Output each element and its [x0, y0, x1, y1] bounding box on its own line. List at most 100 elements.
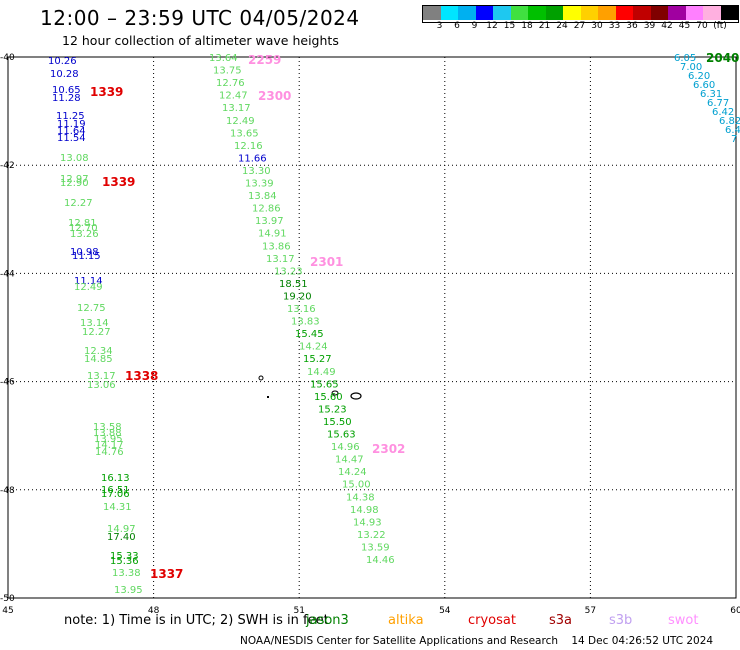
- legend-item-altika: altika: [388, 613, 424, 628]
- wave-height-label: 13.16: [287, 304, 316, 315]
- wave-height-label: 10.28: [50, 69, 79, 80]
- credit-org: NOAA/NESDIS Center for Satellite Applica…: [240, 635, 558, 647]
- scale-swatch: [633, 6, 651, 20]
- wave-height-label: 15.27: [303, 354, 332, 365]
- legend-item-cryosat: cryosat: [468, 613, 516, 628]
- wave-height-label: 6.31: [700, 89, 722, 100]
- wave-height-label: 11.28: [52, 93, 81, 104]
- scale-swatch: [615, 6, 633, 20]
- scale-swatch: [650, 6, 668, 20]
- wave-height-label: 12.81: [68, 218, 97, 229]
- scale-tick-label: 18: [521, 21, 533, 31]
- wave-height-label: 12.49: [74, 282, 103, 293]
- scale-tick-label: 12: [486, 21, 498, 31]
- scale-tick-label: 27: [573, 21, 586, 31]
- lon-tick-label: 51: [293, 606, 304, 616]
- lon-tick-label: 54: [439, 606, 451, 616]
- wave-height-label: 13.97: [255, 216, 284, 227]
- scale-unit: (ft): [713, 21, 727, 31]
- lat-tick-label: -44: [0, 269, 15, 279]
- wave-height-label: 6.77: [707, 98, 729, 109]
- wave-height-label: 10.26: [48, 56, 77, 67]
- pass-time-label: 1338: [125, 369, 158, 383]
- wave-height-label: 13.83: [291, 317, 320, 328]
- wave-height-label: 10.98: [70, 247, 99, 258]
- lat-tick-label: -50: [0, 594, 15, 604]
- legend-item-jason3: jason3: [306, 613, 349, 628]
- scale-swatch: [510, 6, 528, 20]
- wave-height-label: 13.22: [357, 530, 386, 541]
- page-subtitle: 12 hour collection of altimeter wave hei…: [62, 33, 339, 48]
- pass-time-label: 2302: [372, 442, 405, 456]
- lon-tick-label: 48: [148, 606, 160, 616]
- wave-height-label: 13.38: [112, 568, 141, 579]
- scale-tick-label: 3: [436, 21, 443, 31]
- wave-height-label: 14.91: [258, 229, 287, 240]
- wave-height-label: 6.60: [693, 80, 715, 91]
- wave-height-label: 14.76: [95, 447, 124, 458]
- wave-height-label: 14.31: [103, 502, 132, 513]
- pass-time-label: 2300: [258, 89, 291, 103]
- wave-height-label: 16.51: [101, 485, 130, 496]
- wave-height-label: 12.76: [216, 78, 245, 89]
- pass-time-label: 2259: [248, 53, 281, 67]
- wave-height-label: 14.47: [335, 455, 364, 466]
- wave-height-label: 15.65: [310, 379, 339, 390]
- wave-height-label: 13.23: [274, 266, 303, 277]
- wave-height-label: 14.17: [95, 440, 124, 451]
- wave-height-label: 14.38: [346, 492, 375, 503]
- wave-height-label: 15.33: [110, 551, 139, 562]
- wave-height-label: 15.00: [342, 480, 371, 491]
- wave-height-label: 13.30: [242, 166, 271, 177]
- wave-height-label: 13.17: [266, 254, 295, 265]
- credit-line: NOAA/NESDIS Center for Satellite Applica…: [240, 635, 713, 647]
- wave-height-label: 11.25: [56, 111, 85, 122]
- island-contour: [350, 392, 362, 400]
- scale-tick-label: 39: [643, 21, 656, 31]
- scale-tick-label: 21: [538, 21, 551, 31]
- scale-tick-label: 45: [678, 21, 691, 31]
- wave-height-label: 12.75: [77, 303, 106, 314]
- wave-height-label: 14.24: [338, 467, 367, 478]
- scale-swatch: [720, 6, 738, 20]
- wave-height-label: 18.51: [279, 279, 308, 290]
- scale-tick-label: 70: [696, 21, 708, 31]
- wave-height-label: 13.84: [248, 191, 277, 202]
- wave-height-label: 12.70: [69, 223, 98, 234]
- wave-height-label: 14.98: [350, 505, 379, 516]
- wave-height-label: 13.95: [94, 434, 123, 445]
- wave-height-label: 14.49: [307, 367, 336, 378]
- wave-height-label: 10.65: [52, 85, 81, 96]
- scale-tick-label: 42: [661, 21, 673, 31]
- wave-height-label: 17.06: [101, 489, 130, 500]
- wave-height-label: 13.14: [80, 318, 109, 329]
- pass-time-label: 1339: [102, 175, 135, 189]
- wave-height-label: 11.14: [74, 276, 103, 287]
- wave-height-label: 11.54: [57, 133, 86, 144]
- wave-height-label: 6.05: [674, 53, 696, 64]
- wave-height-label: 12.49: [226, 116, 255, 127]
- wave-height-label: 13.08: [60, 153, 89, 164]
- lat-tick-label: -42: [0, 161, 15, 171]
- lat-tick-label: -48: [0, 486, 15, 496]
- wave-height-label: 6.4: [725, 125, 740, 136]
- wave-height-label: 13.26: [70, 229, 99, 240]
- wave-height-label: 12.16: [234, 141, 263, 152]
- wave-height-label: 15.36: [110, 556, 139, 567]
- wave-height-label: 12.34: [84, 346, 113, 357]
- wave-height-label: 12.97: [60, 174, 89, 185]
- wave-height-label: 13.64: [209, 53, 238, 64]
- pass-time-label: 1337: [150, 567, 183, 581]
- lon-tick-label: 57: [585, 606, 596, 616]
- legend-item-s3b: s3b: [609, 613, 633, 628]
- footnote: note: 1) Time is in UTC; 2) SWH is in fe…: [64, 613, 329, 628]
- wave-height-label: 13.95: [114, 585, 143, 596]
- wave-height-label: 13.88: [93, 428, 122, 439]
- scale-swatch: [475, 6, 493, 20]
- scale-swatch: [545, 6, 563, 20]
- pass-time-label: 2301: [310, 255, 343, 269]
- island-contour: [331, 390, 339, 396]
- wave-height-label: 13.65: [230, 128, 259, 139]
- wave-height-label: 14.46: [366, 555, 395, 566]
